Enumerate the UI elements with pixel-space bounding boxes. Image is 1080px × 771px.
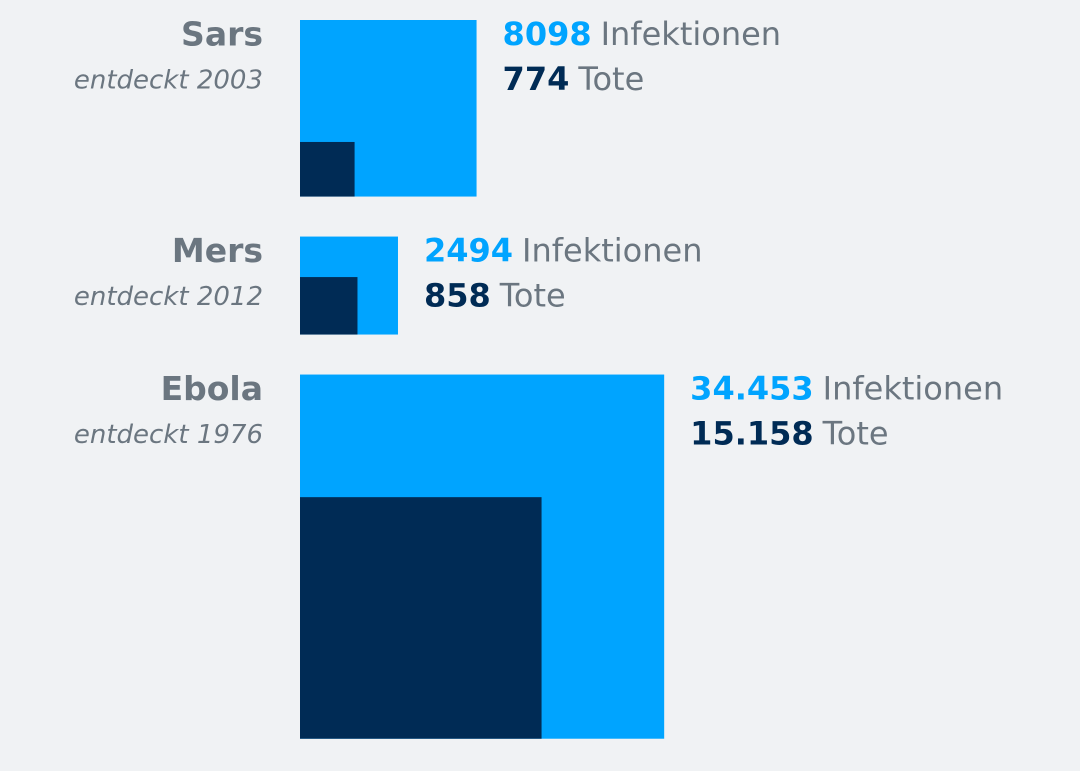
value-text: 2494 Infektionen — [424, 232, 703, 270]
category-subtitle: entdeckt 1976 — [74, 420, 263, 450]
category-subtitle: entdeckt 2012 — [74, 282, 263, 312]
value-unit: Infektionen — [823, 370, 1003, 408]
value-label: 15.158 — [690, 415, 813, 453]
value-text: 8098 Infektionen — [503, 15, 782, 53]
value-text: 858 Tote — [424, 277, 566, 315]
value-unit: Tote — [822, 415, 889, 453]
category-label: Mers — [172, 231, 263, 270]
value-text: 34.453 Infektionen — [690, 370, 1003, 408]
value-label: 8098 — [503, 15, 592, 53]
value-unit: Tote — [577, 60, 644, 98]
value-label: 858 — [424, 277, 491, 315]
value-unit: Infektionen — [601, 15, 781, 53]
square — [300, 497, 542, 739]
value-unit: Infektionen — [522, 232, 702, 270]
square — [300, 277, 358, 335]
category-subtitle: entdeckt 2003 — [74, 66, 263, 96]
value-label: 774 — [503, 60, 570, 98]
value-label: 2494 — [424, 232, 513, 270]
value-label: 34.453 — [690, 370, 813, 408]
value-unit: Tote — [499, 277, 566, 315]
value-text: 15.158 Tote — [690, 415, 888, 453]
value-text: 774 Tote — [503, 60, 645, 98]
category-label: Sars — [181, 15, 263, 54]
square — [300, 141, 355, 197]
category-label: Ebola — [161, 369, 263, 408]
